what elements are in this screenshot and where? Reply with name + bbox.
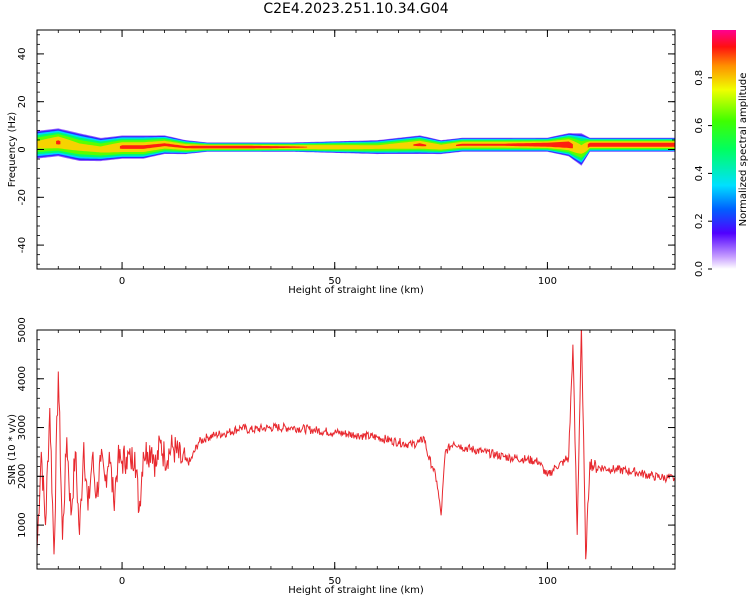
spectrogram-contour-band [37,136,675,154]
colorbar: 0.0 0.2 0.4 0.6 0.8 Normalized spectral ampl… [694,30,749,277]
figure-title: C2E4.2023.251.10.34.G04 [263,1,449,17]
spectrogram-y-axis-label: Frequency (Hz) [7,112,18,188]
spectrogram-y-tick-label: 40 [17,48,28,61]
snr-x-tick-label: 0 [119,576,125,587]
spectrogram-contour-band [56,140,61,145]
snr-x-axis-label: Height of straight line (km) [288,585,424,596]
spectrogram-y-tick-label: -20 [17,189,28,205]
spectrogram-contour-band [119,143,308,149]
snr-y-tick-label: 4000 [17,366,28,391]
spectrogram-x-tick-label: 100 [538,276,557,287]
colorbar-label: Normalized spectral amplitude [738,73,749,227]
snr-y-tick-label: 1000 [17,512,28,537]
snr-plot: 0 50 100 1000 2000 3000 4000 5000 Height of str… [7,317,676,596]
spectrogram-x-axis-label: Height of straight line (km) [288,285,424,296]
colorbar-tick-label: 0.0 [694,261,705,277]
colorbar-tick-label: 0.8 [694,70,705,86]
spectrogram-y-tick-label: 0 [17,146,28,152]
spectrogram-x-tick-label: 50 [328,276,341,287]
snr-y-axis-label: SNR (10 * v/v) [7,414,18,485]
snr-series-line [37,330,675,560]
snr-y-tick-label: 5000 [17,317,28,342]
snr-x-tick-label: 100 [538,576,557,587]
snr-y-tick-label: 3000 [17,415,28,440]
colorbar-tick-label: 0.4 [694,165,705,181]
snr-x-tick-label: 50 [328,576,341,587]
colorbar-gradient [712,30,736,269]
colorbar-tick-label: 0.6 [694,118,705,134]
spectrogram-y-tick-label: -40 [17,237,28,253]
spectrogram-x-tick-label: 0 [119,276,125,287]
spectrogram-plot: 0 50 100 -40 -20 0 20 40 Height of straight lin… [7,29,676,296]
spectrogram-contour-band [587,142,675,148]
snr-y-tick-label: 2000 [17,464,28,489]
spectrogram-contour-band [413,143,427,147]
colorbar-tick-label: 0.2 [694,213,705,229]
spectrogram-y-tick-label: 20 [17,95,28,108]
spectrogram-contour-band [456,141,573,149]
